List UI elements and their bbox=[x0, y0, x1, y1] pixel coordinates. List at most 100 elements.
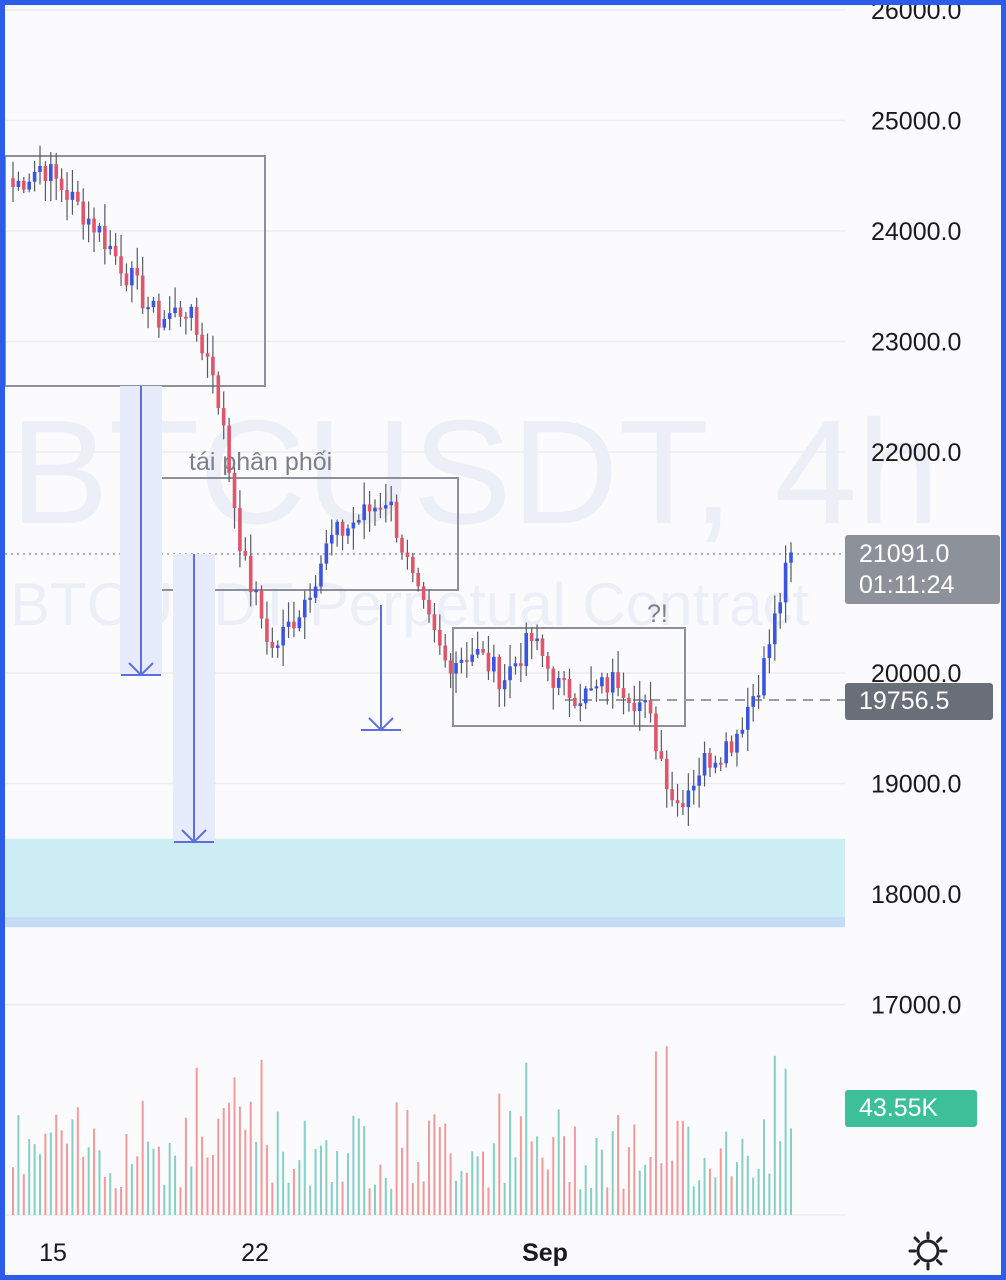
candle-body bbox=[465, 659, 469, 662]
candle-body bbox=[621, 688, 626, 699]
volume-bar bbox=[681, 1121, 684, 1215]
volume-bar bbox=[17, 1115, 20, 1215]
candle-body bbox=[351, 522, 356, 529]
volume-bar bbox=[319, 1145, 322, 1215]
volume-bar bbox=[39, 1154, 42, 1215]
candle-body bbox=[200, 334, 204, 354]
volume-bar bbox=[233, 1077, 236, 1215]
volume-bar bbox=[606, 1187, 609, 1215]
candle-body bbox=[762, 658, 766, 696]
volume-bar bbox=[735, 1162, 738, 1215]
volume-bar bbox=[492, 1143, 495, 1215]
candle-body bbox=[113, 245, 118, 257]
volume-bar bbox=[298, 1160, 301, 1215]
volume-bar bbox=[109, 1172, 112, 1215]
candle-body bbox=[227, 425, 231, 473]
volume-bar bbox=[249, 1101, 252, 1215]
candle-body bbox=[583, 688, 588, 704]
volume-bar bbox=[130, 1164, 133, 1215]
candle-body bbox=[97, 226, 102, 233]
candle-body bbox=[400, 537, 404, 553]
volume-bar bbox=[741, 1138, 744, 1215]
candle-body bbox=[416, 572, 421, 587]
support-zone-layer bbox=[5, 838, 845, 928]
volume-bars bbox=[12, 1046, 792, 1215]
volume-bar bbox=[762, 1119, 765, 1215]
volume-bar bbox=[238, 1106, 241, 1215]
candle-body bbox=[427, 599, 431, 615]
candle-body bbox=[54, 164, 59, 179]
volume-bar bbox=[352, 1115, 355, 1215]
candle-body bbox=[627, 698, 631, 703]
candle-body bbox=[578, 703, 583, 707]
candle-body bbox=[664, 758, 669, 790]
volume-bar bbox=[422, 1181, 425, 1215]
settings-gear-icon[interactable] bbox=[908, 1231, 948, 1271]
candle-body bbox=[49, 164, 53, 181]
volume-bar bbox=[411, 1183, 414, 1215]
volume-bar bbox=[638, 1170, 641, 1215]
candle-body bbox=[481, 649, 485, 653]
volume-bar bbox=[190, 1166, 193, 1215]
volume-bar bbox=[552, 1137, 555, 1215]
volume-bar bbox=[168, 1142, 171, 1215]
candle-body bbox=[92, 218, 96, 233]
candle-body bbox=[108, 245, 113, 250]
volume-bar bbox=[401, 1147, 403, 1215]
volume-bar bbox=[103, 1176, 106, 1215]
candle-body bbox=[146, 307, 150, 310]
candle-body bbox=[551, 668, 556, 688]
candle-body bbox=[713, 762, 718, 768]
volume-bar bbox=[379, 1164, 382, 1215]
reference-price-label: 19756.5 bbox=[845, 683, 993, 720]
volume-bar bbox=[282, 1151, 285, 1215]
candle-body bbox=[697, 775, 701, 786]
candle-body bbox=[178, 307, 183, 317]
candle-body bbox=[248, 555, 253, 593]
annotation-redistribution: tái phân phối bbox=[189, 448, 332, 476]
volume-bar bbox=[265, 1145, 268, 1215]
time-axis: 15 22 Sep bbox=[39, 1239, 568, 1267]
candle-body bbox=[184, 316, 188, 319]
volume-bar bbox=[260, 1059, 263, 1215]
volume-bar bbox=[725, 1131, 728, 1215]
volume-bar bbox=[536, 1136, 539, 1215]
candle-body bbox=[32, 171, 37, 182]
volume-bar bbox=[12, 1167, 14, 1215]
volume-bar bbox=[49, 1132, 52, 1215]
volume-bar bbox=[244, 1129, 247, 1215]
volume-bar bbox=[563, 1136, 566, 1215]
candle-body bbox=[70, 191, 75, 200]
candle-body bbox=[519, 663, 523, 667]
volume-bar bbox=[438, 1127, 441, 1215]
candle-body bbox=[594, 686, 599, 689]
candle-body bbox=[346, 528, 350, 536]
price-tick-label: 19000.0 bbox=[871, 771, 961, 799]
candle-body bbox=[454, 662, 458, 674]
price-tick-label: 22000.0 bbox=[871, 439, 961, 467]
volume-bar bbox=[357, 1118, 360, 1215]
candle-body bbox=[286, 621, 291, 627]
candle-body bbox=[151, 300, 156, 308]
volume-bar bbox=[174, 1155, 177, 1215]
volume-bar bbox=[60, 1130, 63, 1215]
volume-bar bbox=[779, 1141, 782, 1215]
candle-body bbox=[340, 521, 345, 536]
volume-label: 43.55K bbox=[845, 1090, 977, 1127]
volume-bar bbox=[417, 1162, 420, 1215]
volume-bar bbox=[482, 1151, 485, 1215]
volume-bar bbox=[600, 1149, 603, 1215]
price-tick-label: 17000.0 bbox=[871, 992, 961, 1020]
price-tick-label: 25000.0 bbox=[871, 108, 961, 136]
candle-body bbox=[124, 273, 129, 286]
candle-body bbox=[135, 268, 140, 276]
candle-body bbox=[194, 306, 199, 335]
volume-bar bbox=[519, 1116, 522, 1215]
volume-bar bbox=[271, 1182, 274, 1215]
volume-bar bbox=[671, 1160, 674, 1215]
candle-body bbox=[589, 688, 593, 691]
candle-body bbox=[740, 729, 745, 734]
volume-bar bbox=[476, 1156, 479, 1215]
